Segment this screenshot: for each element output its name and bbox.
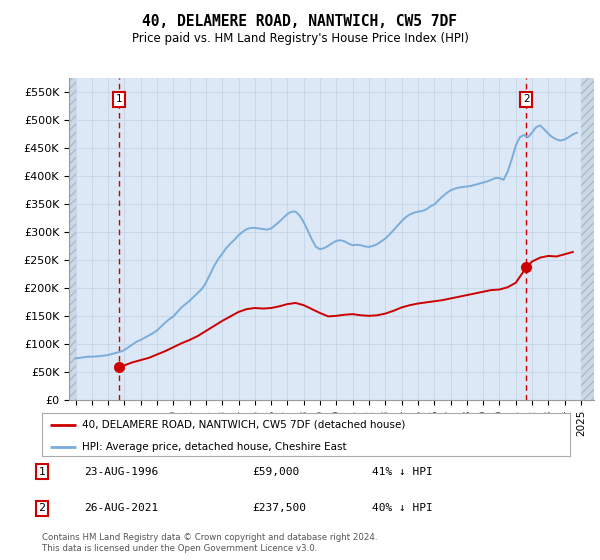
Text: Contains HM Land Registry data © Crown copyright and database right 2024.
This d: Contains HM Land Registry data © Crown c…	[42, 533, 377, 553]
Text: £59,000: £59,000	[252, 466, 299, 477]
Text: HPI: Average price, detached house, Cheshire East: HPI: Average price, detached house, Ches…	[82, 442, 346, 452]
Text: 1: 1	[115, 94, 122, 104]
Text: 2: 2	[523, 94, 530, 104]
Text: 26-AUG-2021: 26-AUG-2021	[84, 503, 158, 514]
Text: £237,500: £237,500	[252, 503, 306, 514]
Text: 2: 2	[38, 503, 46, 514]
Text: 23-AUG-1996: 23-AUG-1996	[84, 466, 158, 477]
Bar	[69, 78, 76, 400]
Text: 40, DELAMERE ROAD, NANTWICH, CW5 7DF (detached house): 40, DELAMERE ROAD, NANTWICH, CW5 7DF (de…	[82, 420, 405, 430]
Text: 40% ↓ HPI: 40% ↓ HPI	[372, 503, 433, 514]
Text: 1: 1	[38, 466, 46, 477]
Text: 41% ↓ HPI: 41% ↓ HPI	[372, 466, 433, 477]
Text: Price paid vs. HM Land Registry's House Price Index (HPI): Price paid vs. HM Land Registry's House …	[131, 32, 469, 45]
Text: 40, DELAMERE ROAD, NANTWICH, CW5 7DF: 40, DELAMERE ROAD, NANTWICH, CW5 7DF	[143, 14, 458, 29]
Bar	[581, 78, 594, 400]
